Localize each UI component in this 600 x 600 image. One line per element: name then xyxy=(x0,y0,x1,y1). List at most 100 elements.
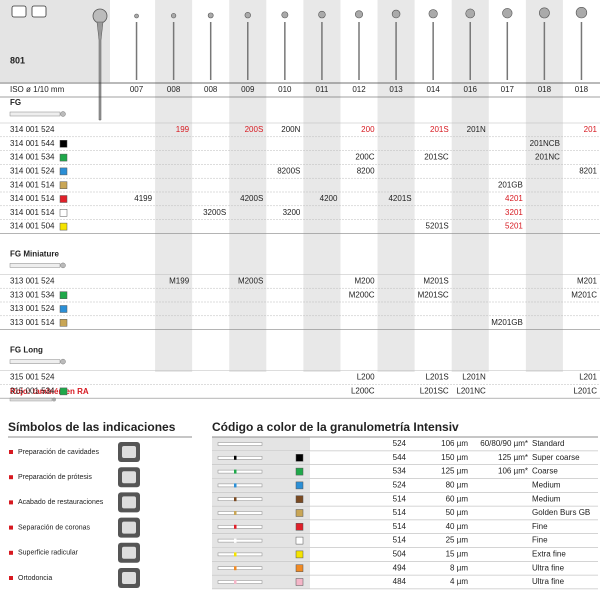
ref-number: 313 001 524 xyxy=(10,277,55,286)
cell-text: 3201 xyxy=(505,208,523,217)
bur-icon xyxy=(9,111,61,117)
cell-text: L201SC xyxy=(420,387,449,396)
grit-grade: Fine xyxy=(532,522,548,531)
bullet xyxy=(9,525,13,530)
grit-grade: Fine xyxy=(532,536,548,545)
cell-text: 200C xyxy=(355,153,374,162)
indications-title: Símbolos de las indicaciones xyxy=(8,420,176,434)
grit-title: Código a color de la granulometría Inten… xyxy=(212,420,459,434)
grit-grade: Extra fine xyxy=(532,550,566,559)
grit-grade: Super coarse xyxy=(532,453,580,462)
bur-head xyxy=(502,8,513,19)
bur-icon xyxy=(217,566,263,570)
cell-text: 200N xyxy=(281,125,300,134)
bur-icon xyxy=(60,111,66,117)
bur-icon xyxy=(217,538,263,543)
size-label: 018 xyxy=(538,85,552,94)
grit-code: 544 xyxy=(393,453,407,462)
grit-note: 60/80/90 µm* xyxy=(480,439,528,448)
size-label: 016 xyxy=(464,85,478,94)
cell-text: 4200 xyxy=(320,194,338,203)
cell-text: M201GB xyxy=(491,318,523,327)
bur-head xyxy=(318,10,326,19)
indication: Acabado de restauraciones xyxy=(18,499,104,506)
grit-size: 80 µm xyxy=(446,481,469,490)
color-swatch xyxy=(295,536,304,545)
color-swatch xyxy=(59,291,68,299)
bur-icon xyxy=(217,497,263,501)
bur-ring xyxy=(234,455,237,460)
size-label: 014 xyxy=(426,85,440,94)
cell-text: M200S xyxy=(238,277,263,286)
color-swatch xyxy=(59,153,68,162)
bur-head xyxy=(391,9,401,19)
bur-icon xyxy=(217,552,263,557)
bur-head xyxy=(539,7,550,19)
bur-icon xyxy=(60,262,66,269)
color-swatch xyxy=(59,305,68,313)
bur-icon xyxy=(217,525,263,529)
cell-text: 200 xyxy=(361,125,375,134)
grit-note: 125 µm* xyxy=(498,453,528,462)
grit-grade: Standard xyxy=(532,439,564,448)
bur-icon xyxy=(217,483,263,488)
grit-size: 60 µm xyxy=(446,494,469,503)
cell-text: 8200S xyxy=(277,167,300,176)
grit-grade: Medium xyxy=(532,481,561,490)
cell-text: 8201 xyxy=(579,167,597,176)
cell-text: L201NC xyxy=(456,387,486,396)
section-title: FG Miniature xyxy=(10,250,59,259)
cell-text: 201SC xyxy=(424,153,449,162)
cell-text: 8200 xyxy=(357,167,375,176)
bur-head xyxy=(355,10,363,19)
cell-text: M200C xyxy=(349,290,375,299)
bullet xyxy=(9,550,13,555)
cell-text: L201 xyxy=(579,373,597,382)
grit-size: 125 µm xyxy=(441,467,468,476)
bur-icon xyxy=(217,456,263,460)
grit-code: 514 xyxy=(393,522,407,531)
size-label: 013 xyxy=(389,85,403,94)
grit-size: 4 µm xyxy=(450,577,468,586)
bullet xyxy=(9,450,13,454)
bur-head xyxy=(244,12,251,19)
indication: Preparación de cavidades xyxy=(18,449,99,456)
grit-grade: Medium xyxy=(532,494,561,503)
bur-ring xyxy=(234,524,237,529)
cell-text: L200 xyxy=(357,373,375,382)
size-label: 008 xyxy=(204,85,218,94)
bur-head xyxy=(428,9,438,19)
bur-head xyxy=(281,11,289,19)
section-title: FG xyxy=(10,98,21,107)
cell-text: 5201 xyxy=(505,222,523,231)
bur-ring xyxy=(234,538,237,543)
cell-text: L201C xyxy=(573,387,597,396)
size-label: 009 xyxy=(241,85,255,94)
grit-code: 514 xyxy=(393,536,407,545)
cell-text: M201S xyxy=(423,277,448,286)
icon xyxy=(31,5,47,18)
grit-code: 534 xyxy=(393,467,407,476)
grit-grade: Ultra fine xyxy=(532,577,565,586)
cell-text: L201N xyxy=(462,373,486,382)
cell-text: 5201S xyxy=(426,222,449,231)
color-swatch xyxy=(59,195,68,203)
size-label: 007 xyxy=(130,85,144,94)
grit-code: 484 xyxy=(393,577,407,586)
bullet xyxy=(9,500,13,505)
color-swatch xyxy=(59,222,68,231)
grit-code: 514 xyxy=(393,494,407,503)
bur-icon xyxy=(217,442,263,446)
bur-head xyxy=(171,13,177,19)
ref-number: 313 001 514 xyxy=(10,318,55,327)
grit-code: 514 xyxy=(393,508,407,517)
cell-text: M200 xyxy=(355,277,376,286)
cell-text: 4200S xyxy=(240,194,263,203)
bur-icon xyxy=(9,359,61,364)
color-swatch xyxy=(59,209,68,217)
bur-icon xyxy=(217,469,263,474)
cell-text: 201N xyxy=(467,125,486,134)
ref-number: 314 001 544 xyxy=(10,139,55,148)
cell-text: 4201S xyxy=(388,194,411,203)
